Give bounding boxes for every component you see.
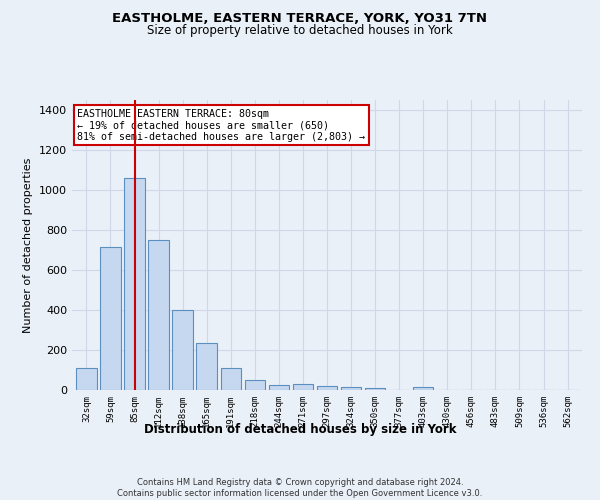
Bar — [269, 385, 289, 390]
Bar — [124, 178, 145, 390]
Text: EASTHOLME EASTERN TERRACE: 80sqm
← 19% of detached houses are smaller (650)
81% : EASTHOLME EASTERN TERRACE: 80sqm ← 19% o… — [77, 108, 365, 142]
Bar — [76, 368, 97, 390]
Bar — [413, 387, 433, 390]
Bar — [317, 386, 337, 390]
Text: Size of property relative to detached houses in York: Size of property relative to detached ho… — [147, 24, 453, 37]
Bar — [196, 343, 217, 390]
Bar — [365, 388, 385, 390]
Y-axis label: Number of detached properties: Number of detached properties — [23, 158, 34, 332]
Bar — [221, 368, 241, 390]
Bar — [293, 384, 313, 390]
Bar — [245, 380, 265, 390]
Bar — [341, 386, 361, 390]
Bar — [100, 247, 121, 390]
Text: Distribution of detached houses by size in York: Distribution of detached houses by size … — [144, 422, 456, 436]
Text: Contains HM Land Registry data © Crown copyright and database right 2024.
Contai: Contains HM Land Registry data © Crown c… — [118, 478, 482, 498]
Bar — [148, 240, 169, 390]
Text: EASTHOLME, EASTERN TERRACE, YORK, YO31 7TN: EASTHOLME, EASTERN TERRACE, YORK, YO31 7… — [113, 12, 487, 26]
Bar — [172, 310, 193, 390]
